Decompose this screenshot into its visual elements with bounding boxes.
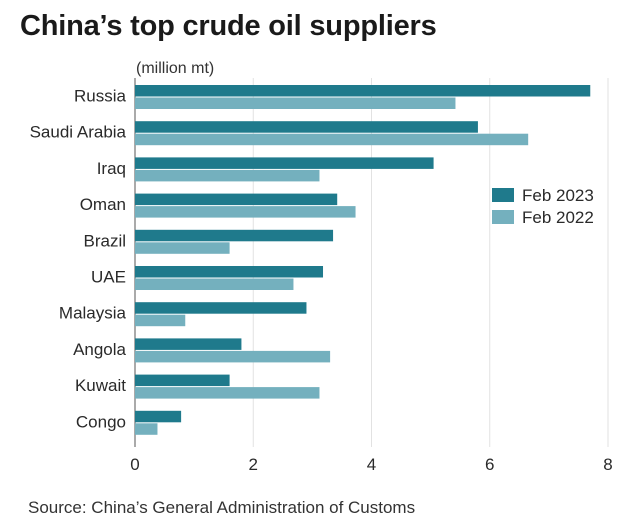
bar-iraq-feb-2023 xyxy=(135,157,434,169)
bar-angola-feb-2022 xyxy=(135,350,331,363)
legend-swatch xyxy=(492,188,514,202)
bar-russia-feb-2023 xyxy=(135,85,591,97)
bar-kuwait-feb-2023 xyxy=(135,374,230,387)
bar-malaysia-feb-2022 xyxy=(135,314,186,327)
source-note: Source: China’s General Administration o… xyxy=(28,498,416,517)
bar-saudi-arabia-feb-2023 xyxy=(135,121,478,133)
x-tick-label: 0 xyxy=(130,455,139,474)
x-tick-label: 6 xyxy=(485,455,494,474)
bar-brazil-feb-2023 xyxy=(135,229,334,242)
category-label: Iraq xyxy=(97,159,126,178)
bar-uae-feb-2023 xyxy=(135,266,324,278)
unit-label: (million mt) xyxy=(136,60,215,77)
bar-kuwait-feb-2022 xyxy=(135,387,320,399)
bar-congo-feb-2022 xyxy=(135,423,158,435)
chart-title: China’s top crude oil suppliers xyxy=(20,10,437,42)
bar-malaysia-feb-2023 xyxy=(135,302,307,314)
bar-iraq-feb-2022 xyxy=(135,169,320,182)
bar-saudi-arabia-feb-2022 xyxy=(135,133,529,146)
bar-congo-feb-2023 xyxy=(135,410,182,423)
category-label: Oman xyxy=(80,195,126,214)
category-label: Malaysia xyxy=(59,304,127,323)
category-label: Congo xyxy=(76,412,126,431)
x-tick-label: 2 xyxy=(249,455,258,474)
category-label: Kuwait xyxy=(75,376,126,395)
bar-oman-feb-2023 xyxy=(135,193,338,206)
x-tick-label: 4 xyxy=(367,455,376,474)
legend-label: Feb 2023 xyxy=(522,186,594,205)
bar-oman-feb-2022 xyxy=(135,206,356,218)
category-label: Brazil xyxy=(83,231,126,250)
bar-brazil-feb-2022 xyxy=(135,242,230,254)
category-label: Angola xyxy=(73,340,126,359)
legend-label: Feb 2022 xyxy=(522,208,594,227)
bar-uae-feb-2022 xyxy=(135,278,294,290)
category-label: UAE xyxy=(91,268,126,287)
category-label: Russia xyxy=(74,87,127,106)
category-label: Saudi Arabia xyxy=(30,123,127,142)
bar-angola-feb-2023 xyxy=(135,338,242,350)
bar-russia-feb-2022 xyxy=(135,97,456,109)
legend-swatch xyxy=(492,210,514,224)
x-tick-label: 8 xyxy=(603,455,612,474)
